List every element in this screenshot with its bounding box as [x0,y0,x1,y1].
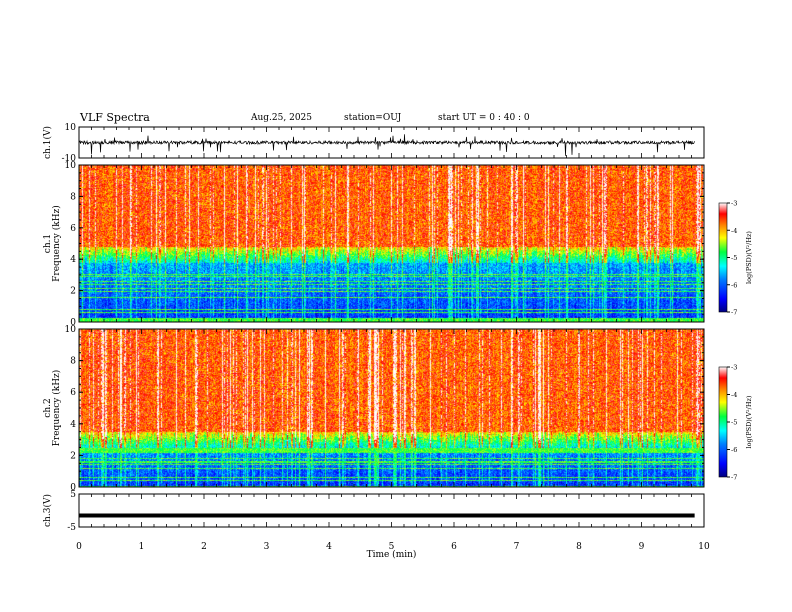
ch1-spectrogram-image [79,165,704,322]
x-tick-label: 1 [139,542,145,552]
colorbar-s1 [718,202,728,313]
y-tick-label: 0 [70,318,76,328]
x-tick-label: 2 [201,542,207,552]
y-tick-label: 4 [70,420,76,430]
y-tick-label: 8 [70,192,76,202]
y-tick-label: 8 [70,357,76,367]
colorbar-tick-label: -7 [731,474,737,482]
y-tick-label: 2 [70,287,76,297]
y-axis-label: ch.2 [43,398,53,417]
y-tick-label: -5 [67,523,76,533]
y-tick-label: -10 [62,154,77,164]
colorbar-tick-label: -6 [731,281,737,289]
colorbar-tick-label: -4 [731,227,737,235]
ch2-spectrogram-image [79,329,704,487]
x-axis-label: Time (min) [367,549,417,560]
y-axis-label: ch.1 [43,234,53,253]
y-tick-label: 10 [65,123,77,133]
y-axis-label: Frequency (kHz) [51,205,62,282]
colorbar-label: log(PSD)(V²/Hz) [745,231,753,284]
date-label: Aug.25, 2025 [251,113,312,123]
y-tick-label: 0 [70,483,76,493]
x-tick-label: 6 [451,542,457,552]
x-tick-label: 7 [514,542,520,552]
y-tick-label: 4 [70,255,76,265]
y-tick-label: 2 [70,451,76,461]
start-time-label: start UT = 0 : 40 : 0 [438,113,530,123]
station-label: station=OUJ [344,113,402,123]
colorbar-tick-label: -3 [731,364,737,372]
colorbar-tick-label: -5 [731,419,737,427]
colorbar-tick-label: -6 [731,446,737,454]
figure-title: VLF Spectra [80,111,150,124]
y-tick-label: 6 [70,388,76,398]
x-tick-label: 4 [326,542,332,552]
y-tick-label: 10 [65,161,77,171]
x-tick-label: 5 [389,542,395,552]
ch1-waveform-line [78,134,695,156]
colorbar-tick-label: -4 [731,391,737,399]
y-tick-label: 6 [70,224,76,234]
x-tick-label: 9 [639,542,645,552]
y-axis-label: ch.1(V) [42,126,53,159]
colorbar-tick-label: -3 [731,200,737,208]
y-axis-label: Frequency (kHz) [51,370,62,447]
x-tick-label: 10 [698,542,710,552]
y-axis-label: ch.3(V) [42,494,53,527]
y-tick-label: 10 [65,325,77,335]
x-tick-label: 0 [76,542,82,552]
x-tick-label: 8 [576,542,582,552]
colorbar-s2 [718,366,728,478]
y-tick-label: 5 [70,490,76,500]
colorbar-label: log(PSD)(V²/Hz) [745,395,753,448]
colorbar-tick-label: -7 [731,309,737,317]
colorbar-tick-label: -5 [731,254,737,262]
x-tick-label: 3 [264,542,270,552]
